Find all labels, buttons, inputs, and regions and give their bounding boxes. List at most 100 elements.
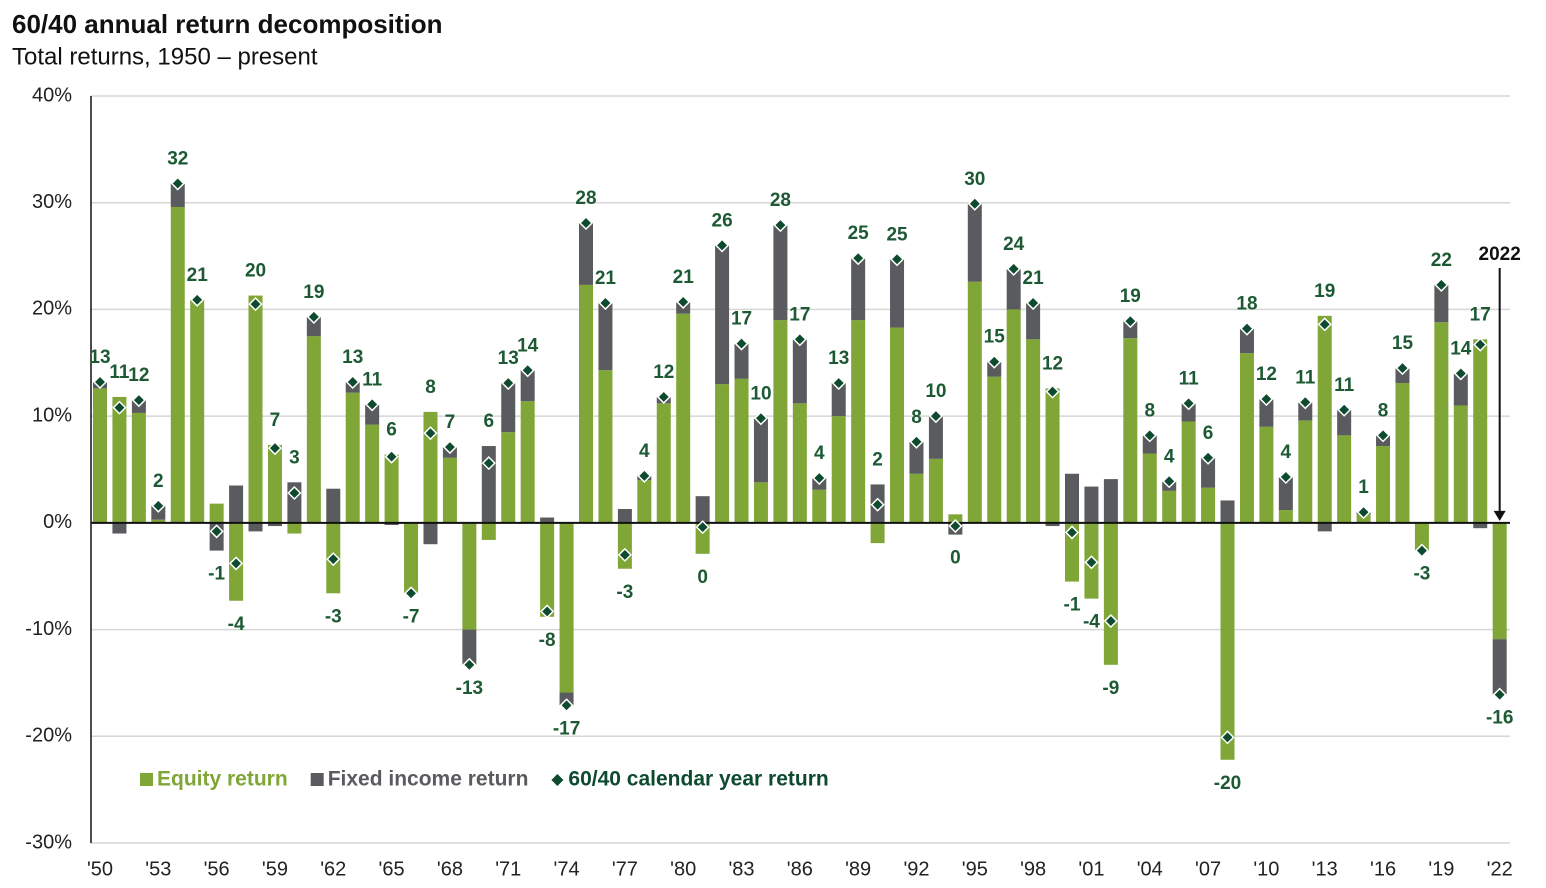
bar-segment <box>1220 500 1235 523</box>
x-tick-label: '89 <box>845 858 871 880</box>
legend-swatch <box>140 773 153 786</box>
data-label: 15 <box>984 327 1006 348</box>
bar-segment <box>715 245 730 385</box>
data-label: 25 <box>848 223 870 244</box>
data-label: -20 <box>1214 773 1241 794</box>
data-label: 19 <box>1120 286 1141 307</box>
diamond-marker <box>598 295 613 311</box>
data-label: 8 <box>1378 400 1389 421</box>
diamond-marker <box>1337 402 1352 417</box>
bar-segment <box>851 258 866 321</box>
bar-segment <box>1045 522 1060 527</box>
data-label: 21 <box>187 265 209 286</box>
data-label: 6 <box>386 420 397 441</box>
diamond-marker <box>520 363 535 378</box>
bar-segment <box>112 396 127 523</box>
data-label: 12 <box>1256 364 1277 385</box>
bar-segment <box>1492 639 1507 695</box>
bar-segment <box>1414 522 1429 551</box>
diamond-marker <box>578 215 594 231</box>
diamond-marker <box>676 294 691 310</box>
bar-segment <box>248 295 263 523</box>
bar-segment <box>734 343 749 379</box>
bar-segment <box>1084 486 1099 523</box>
diamond-marker <box>637 468 652 483</box>
y-tick-label: 30% <box>32 191 72 213</box>
bar-segment <box>831 416 846 523</box>
diamond-marker <box>267 441 283 456</box>
diamond-marker <box>1473 337 1488 352</box>
bar-segment <box>462 522 477 630</box>
diamond-marker <box>1453 366 1468 381</box>
y-tick-label: -10% <box>25 618 72 640</box>
x-tick-label: '62 <box>320 858 346 880</box>
bar-segment <box>170 183 185 207</box>
bar-segment <box>229 485 244 523</box>
bar-segment <box>1278 510 1293 523</box>
data-label: -3 <box>1413 564 1430 585</box>
bar-segment <box>1201 487 1216 523</box>
diamond-marker <box>1084 555 1099 570</box>
bar-segment <box>753 418 768 483</box>
bar-segment <box>1181 403 1196 422</box>
diamond-marker <box>734 336 749 351</box>
data-label: 28 <box>575 188 596 209</box>
data-label: 2 <box>153 471 164 492</box>
bar-segment <box>365 404 380 425</box>
bar-segment <box>209 503 224 523</box>
bar-segment <box>1220 522 1235 760</box>
diamond-marker <box>1375 428 1391 443</box>
x-tick-label: '95 <box>962 858 988 880</box>
diamond-marker <box>1006 261 1021 276</box>
diamond-marker <box>501 376 516 391</box>
legend-swatch <box>551 774 564 786</box>
bar-segment <box>1337 409 1352 436</box>
bar-segment <box>93 388 107 523</box>
data-label: -4 <box>1083 612 1100 633</box>
bar-segment <box>598 370 613 523</box>
bar-segment <box>306 316 321 337</box>
diamond-marker <box>695 520 710 535</box>
x-tick-label: '50 <box>87 858 113 880</box>
diamond-marker <box>384 449 399 464</box>
data-label: 22 <box>1431 250 1452 271</box>
x-tick-label: '53 <box>145 858 171 880</box>
x-tick-label: '01 <box>1078 858 1104 880</box>
diamond-marker <box>617 547 632 562</box>
diamond-marker <box>287 485 302 501</box>
diamond-marker <box>870 497 885 512</box>
diamond-marker <box>209 524 224 539</box>
data-label: 11 <box>109 362 130 383</box>
data-label: 14 <box>1450 338 1472 359</box>
diamond-marker <box>1278 469 1293 485</box>
bar-segment <box>1395 368 1410 384</box>
x-tick-label: '83 <box>728 858 754 880</box>
bar-segment <box>870 522 885 544</box>
bar-segment <box>1376 446 1391 523</box>
diamond-marker <box>1045 384 1060 399</box>
diamond-marker <box>442 440 457 455</box>
bar-segment <box>1317 522 1332 532</box>
diamond-marker <box>948 518 963 534</box>
diamond-marker <box>540 604 555 619</box>
data-label: 13 <box>498 348 519 369</box>
x-tick-label: '59 <box>262 858 288 880</box>
diamond-marker <box>1103 613 1118 629</box>
bar-segment <box>579 284 593 523</box>
bar-segment <box>404 522 419 594</box>
diamond-marker <box>792 332 807 347</box>
data-label: 13 <box>89 347 110 368</box>
x-tick-label: '77 <box>612 858 638 880</box>
bar-segment <box>1142 453 1157 523</box>
x-tick-label: '19 <box>1428 858 1454 880</box>
diamond-marker <box>831 376 846 391</box>
diamond-marker <box>851 251 866 266</box>
data-label: 7 <box>445 412 456 433</box>
x-tick-label: '98 <box>1020 858 1046 880</box>
bar-segment <box>656 403 671 523</box>
x-tick-label: '68 <box>437 858 463 880</box>
y-tick-label: 10% <box>32 404 72 426</box>
bar-segment <box>734 378 749 523</box>
bar-segment <box>773 225 788 321</box>
